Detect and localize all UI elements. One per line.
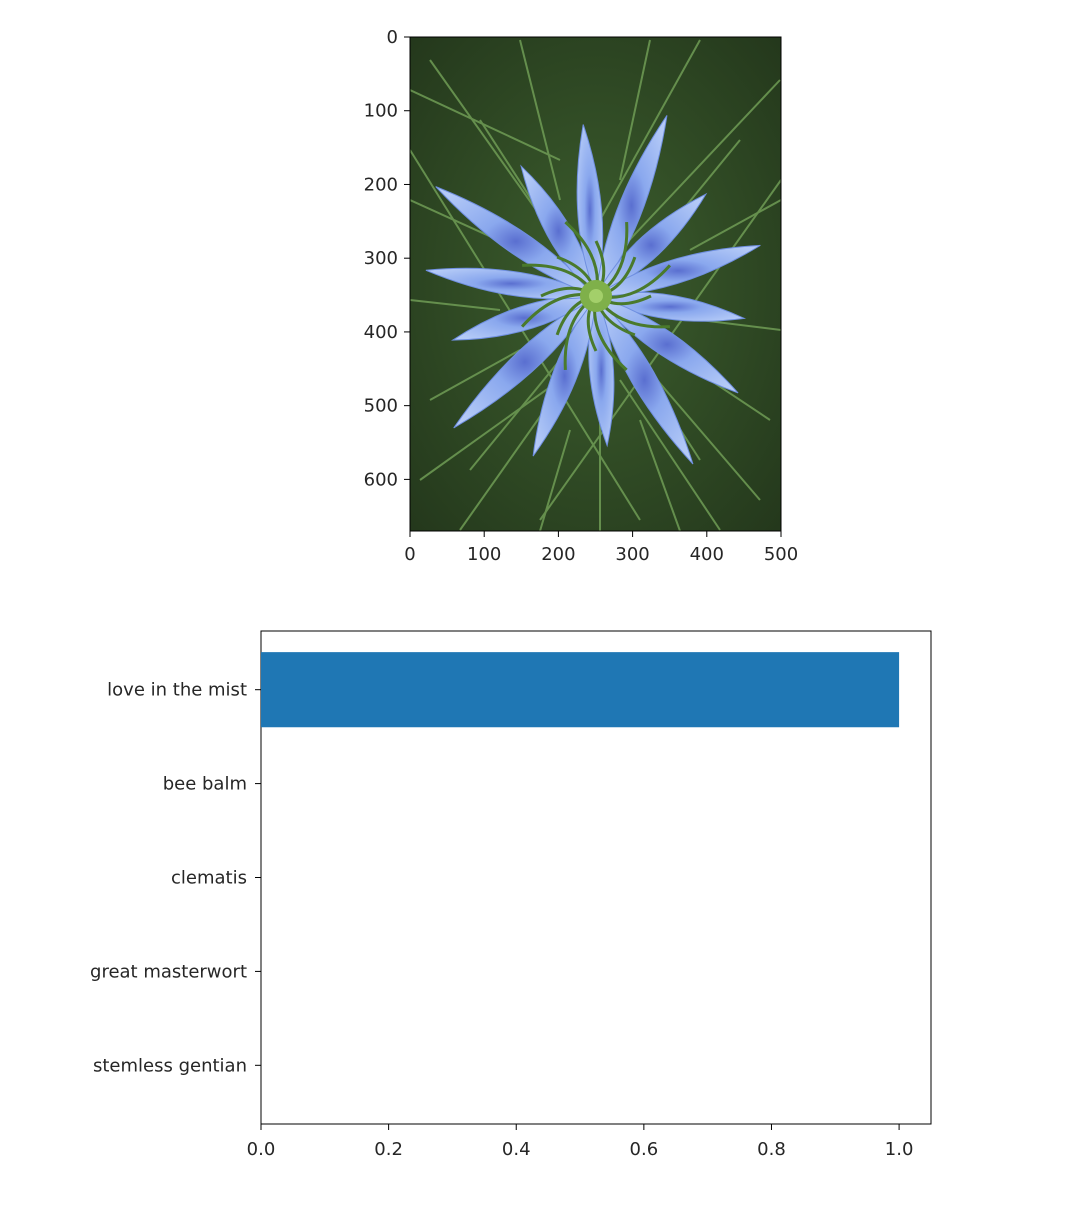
- bar-love-in-the-mist: [261, 652, 900, 728]
- image-x-tick-label: 100: [467, 544, 501, 565]
- grass-blade: [619, 379, 721, 531]
- grass-blade: [410, 149, 641, 521]
- grass-blade: [639, 419, 681, 531]
- category-label: bee balm: [163, 774, 247, 795]
- grass-blade: [619, 79, 781, 251]
- bar-x-tick-label: 0.4: [502, 1139, 531, 1160]
- image-y-tick-label: 500: [364, 396, 398, 417]
- category-label: stemless gentian: [93, 1055, 247, 1076]
- category-label: clematis: [171, 868, 247, 889]
- image-y-tick-label: 400: [364, 322, 398, 343]
- category-label: love in the mist: [107, 680, 247, 701]
- petal: [595, 294, 694, 465]
- image-y-tick-label: 0: [387, 27, 398, 48]
- category-label: great masterwort: [90, 961, 247, 982]
- grass-blade: [519, 39, 561, 201]
- image-x-tick-label: 400: [690, 544, 724, 565]
- image-y-tick-label: 600: [364, 469, 398, 490]
- bars: [261, 652, 900, 728]
- probability-bar-chart: love in the mist bee balm clematis great ma…: [90, 630, 932, 1160]
- bar-x-tick-label: 0.0: [247, 1139, 276, 1160]
- grass-blade: [410, 299, 501, 311]
- bar-x-tick-label: 0.8: [757, 1139, 786, 1160]
- image-x-tick-label: 0: [404, 544, 415, 565]
- bar-x-tick-label: 0.6: [630, 1139, 659, 1160]
- image-y-tick-label: 200: [364, 174, 398, 195]
- image-y-tick-label: 300: [364, 248, 398, 269]
- grass-blade: [419, 379, 561, 481]
- image-frame: [409, 36, 782, 532]
- bar-x-tick-label: 0.2: [374, 1139, 403, 1160]
- grass-blade: [410, 89, 561, 161]
- grass-blade: [689, 199, 781, 251]
- image-x-tick-label: 200: [541, 544, 575, 565]
- grass-blade: [619, 39, 651, 181]
- grass-blade: [429, 349, 521, 401]
- grass-blade: [699, 319, 781, 331]
- flower-image-plot: 0 100 200 300 400 500 600 0 100 200 300 400 500: [364, 27, 799, 565]
- image-x-tick-label: 300: [615, 544, 649, 565]
- bar-y-axis: love in the mist bee balm clematis great ma…: [90, 680, 261, 1076]
- image-y-tick-label: 100: [364, 101, 398, 122]
- bar-x-tick-label: 1.0: [885, 1139, 914, 1160]
- bar-x-axis: 0.0 0.2 0.4 0.6 0.8 1.0: [247, 1124, 914, 1160]
- petal: [594, 244, 761, 297]
- image-x-tick-label: 500: [764, 544, 798, 565]
- image-x-axis: 0 100 200 300 400 500: [404, 531, 798, 565]
- flower-image: [410, 37, 781, 531]
- image-y-axis: 0 100 200 300 400 500 600: [364, 27, 410, 490]
- petal: [576, 124, 604, 298]
- grass-blade: [599, 39, 701, 221]
